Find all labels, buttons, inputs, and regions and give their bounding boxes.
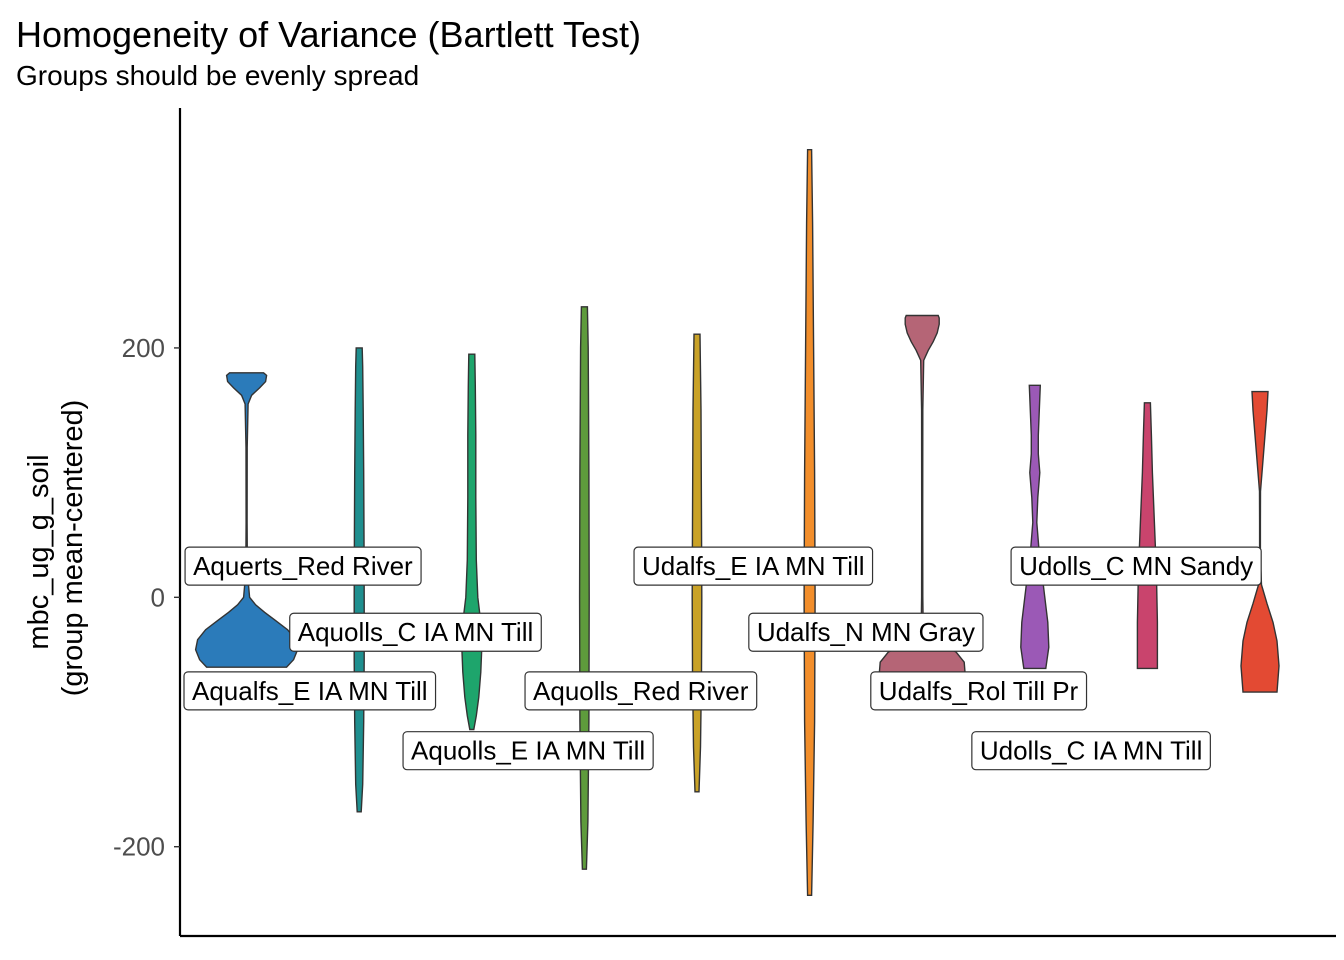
y-axis-title-line-2: (group mean-centered): [57, 400, 89, 697]
group-label: Aquolls_C IA MN Till: [289, 612, 542, 652]
violin-shape: [803, 148, 816, 897]
y-axis-ticks: -200 0 200: [113, 333, 180, 862]
group-label-box: [402, 731, 654, 771]
group-label-text: Aquerts_Red River: [193, 551, 413, 581]
y-tick-label: 200: [122, 333, 165, 363]
group-label-text: Aquolls_C IA MN Till: [298, 617, 534, 647]
group-label: Udalfs_N MN Gray: [748, 612, 984, 652]
group-label-text: Udolls_C MN Sandy: [1019, 551, 1253, 581]
group-label-box: [1010, 546, 1262, 586]
y-axis-title: mbc_ug_g_soil (group mean-centered): [23, 400, 89, 697]
group-label: Udolls_C IA MN Till: [971, 731, 1211, 771]
group-label-text: Udolls_C IA MN Till: [980, 736, 1203, 766]
group-label-box: [748, 612, 984, 652]
group-label-box: [524, 671, 758, 711]
group-label-box: [870, 671, 1088, 711]
group-label-text: Aquolls_Red River: [533, 676, 749, 706]
y-tick-label: -200: [113, 832, 165, 862]
group-label: Udalfs_Rol Till Pr: [870, 671, 1088, 711]
group-label: Udalfs_E IA MN Till: [633, 546, 874, 586]
group-label: Udolls_C MN Sandy: [1010, 546, 1262, 586]
group-label-box: [289, 612, 542, 652]
group-label: Aquerts_Red River: [184, 546, 422, 586]
group-label-box: [971, 731, 1211, 771]
group-label-text: Udalfs_N MN Gray: [757, 617, 975, 647]
violin-shape: [194, 372, 299, 668]
group-label-text: Udalfs_Rol Till Pr: [879, 676, 1079, 706]
violin-shape: [1020, 384, 1050, 670]
y-axis-title-line-1: mbc_ug_g_soil: [23, 454, 55, 649]
group-label: Aquolls_Red River: [524, 671, 758, 711]
violin-shape: [461, 353, 483, 731]
violin-shape: [1240, 390, 1280, 693]
group-label-text: Aqualfs_E IA MN Till: [192, 676, 428, 706]
violins-layer: [194, 148, 1280, 897]
group-label: Aquolls_E IA MN Till: [402, 731, 654, 771]
group-label-box: [633, 546, 874, 586]
group-label-box: [184, 546, 422, 586]
group-label-box: [183, 671, 437, 711]
violin-shape: [578, 306, 590, 870]
group-label-text: Aquolls_E IA MN Till: [411, 736, 645, 766]
group-label-text: Udalfs_E IA MN Till: [642, 551, 865, 581]
group-labels-layer: Aqualfs_E IA MN Till Aquerts_Red River Aqu…: [183, 546, 1262, 771]
y-tick-label: 0: [151, 582, 165, 612]
group-label: Aqualfs_E IA MN Till: [183, 671, 437, 711]
chart-subtitle: Groups should be evenly spread: [16, 60, 419, 91]
chart-title: Homogeneity of Variance (Bartlett Test): [16, 14, 641, 55]
violin-shape: [1136, 402, 1159, 670]
